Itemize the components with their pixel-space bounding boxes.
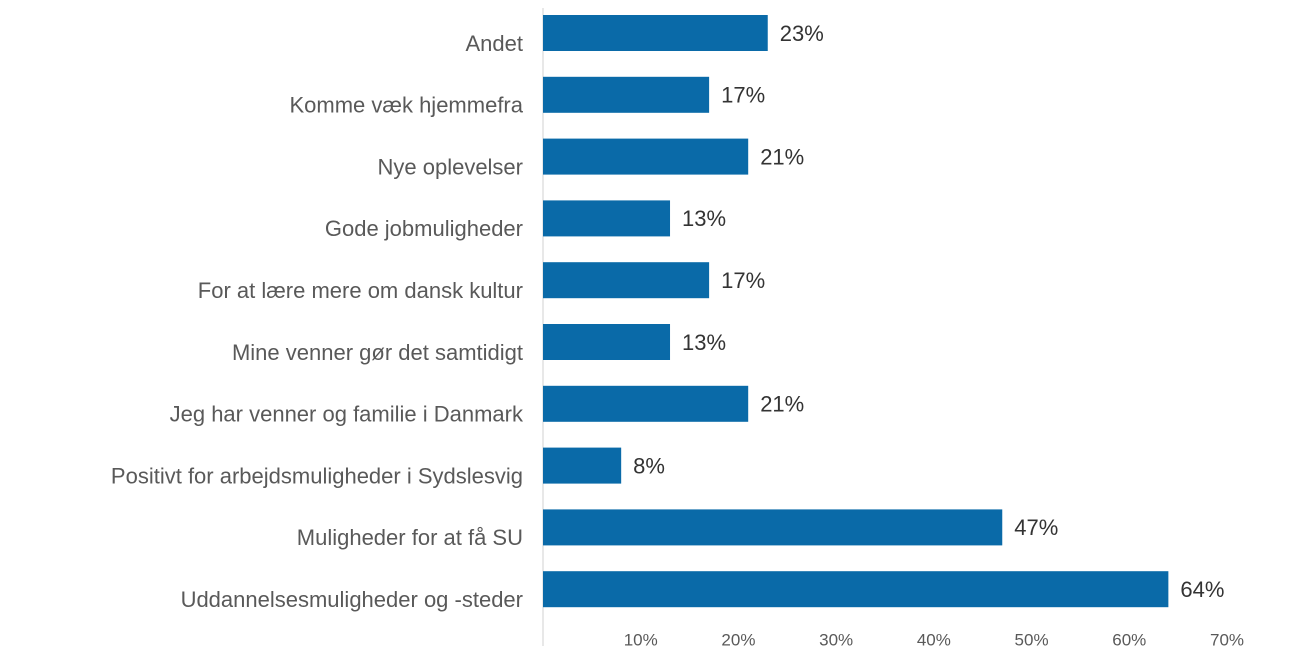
bar — [543, 76, 710, 113]
y-tick-label: Komme væk hjemmefra — [289, 93, 523, 118]
bar — [543, 15, 768, 51]
y-tick-label: Nye oplevelser — [377, 154, 523, 179]
y-tick-label: Mine venner gør det samtidigt — [232, 340, 523, 365]
data-label: 47% — [1014, 515, 1058, 540]
y-tick-label: Gode jobmuligheder — [325, 216, 523, 241]
x-tick-label: 10% — [624, 630, 658, 649]
data-label: 13% — [682, 330, 726, 355]
bar — [543, 447, 622, 484]
data-label: 64% — [1180, 577, 1224, 602]
bar — [543, 509, 1003, 546]
data-label: 21% — [760, 144, 804, 169]
data-label: 23% — [780, 21, 824, 46]
bar — [543, 262, 710, 299]
bar — [543, 571, 1169, 608]
y-tick-label: Andet — [466, 31, 524, 56]
data-label: 17% — [721, 83, 765, 108]
x-tick-label: 30% — [819, 630, 853, 649]
bar — [543, 138, 749, 175]
bar — [543, 200, 671, 237]
y-tick-label: For at lære mere om dansk kultur — [198, 278, 523, 303]
data-label: 13% — [682, 206, 726, 231]
x-tick-label: 70% — [1210, 630, 1244, 649]
x-tick-label: 40% — [917, 630, 951, 649]
data-label: 8% — [633, 453, 665, 478]
bar — [543, 385, 749, 422]
y-tick-label: Positivt for arbejdsmuligheder i Sydsles… — [111, 463, 523, 488]
y-tick-label: Uddannelsesmuligheder og -steder — [181, 587, 523, 612]
y-tick-label: Jeg har venner og familie i Danmark — [170, 402, 524, 427]
x-tick-label: 50% — [1015, 630, 1049, 649]
data-label: 17% — [721, 268, 765, 293]
x-tick-label: 60% — [1112, 630, 1146, 649]
bar — [543, 324, 671, 360]
x-tick-label: 20% — [721, 630, 755, 649]
y-tick-label: Muligheder for at få SU — [297, 525, 523, 550]
data-label: 21% — [760, 392, 804, 417]
